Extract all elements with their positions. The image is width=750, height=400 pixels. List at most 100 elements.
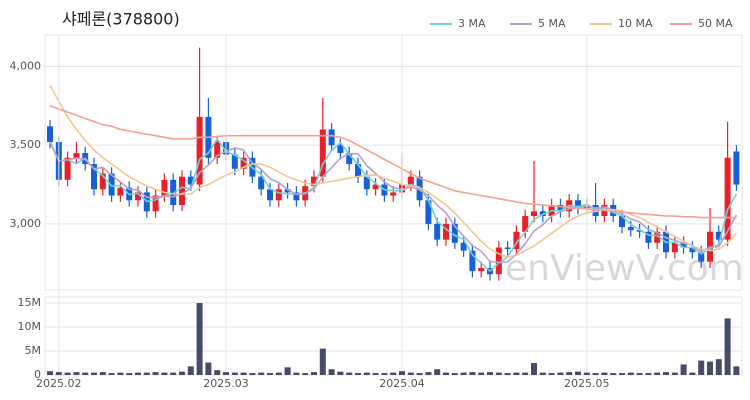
volume-bar [161,372,168,375]
candle-body [346,153,353,165]
volume-bar [126,373,133,375]
volume-bar [381,373,388,375]
volume-bar [231,372,238,375]
candle-body [214,142,221,158]
candle-body [627,227,634,231]
candle-body [478,267,485,272]
volume-bar [91,372,97,375]
candle-body [671,242,678,253]
volume-bar [654,372,661,375]
y-tick-label: 10M [18,320,42,333]
candle-body [469,250,476,272]
volume-bar [592,373,599,375]
volume-bar [495,372,502,375]
candle-body [311,176,317,187]
volume-bar [55,372,62,375]
candle-body [267,189,273,201]
volume-bar [337,371,344,375]
candle-body [363,176,370,190]
y-tick-label: 3,500 [10,138,42,151]
candle-body [698,252,705,262]
candle-body [73,153,80,158]
volume-bar [205,362,212,375]
volume-bar [443,372,449,375]
candle-body [64,157,71,180]
candle-body [108,173,115,196]
volume-bar [689,372,696,375]
candle-body [513,231,520,250]
volume-bar [152,372,159,375]
volume-bar [416,373,423,375]
volume-bar [82,372,89,375]
candle-body [434,223,441,240]
legend-label: 3 MA [458,17,486,30]
candle-body [187,176,194,185]
candle-body [443,223,449,240]
candle-body [531,211,537,217]
x-tick-label: 2025.05 [564,377,610,390]
candle-body [425,200,432,224]
legend-label: 50 MA [698,17,733,30]
candle-body [407,176,414,185]
candle-body [504,247,511,250]
chart-title: 샤페론(378800) [62,10,180,29]
volume-bar [557,372,564,375]
volume-bar [460,372,467,375]
candle-body [99,173,106,190]
volume-bar [487,372,493,375]
candle-body [47,126,53,143]
candle-body [372,184,379,190]
volume-bar [707,361,713,375]
candle-body [196,116,203,185]
volume-bar [407,372,414,375]
candle-body [337,145,344,154]
legend-label: 10 MA [618,17,653,30]
volume-bar [451,373,458,375]
volume-bar [522,372,529,375]
volume-bar [504,373,511,375]
volume-bar [319,348,326,375]
y-tick-label: 15M [18,296,42,309]
volume-bar [143,372,150,375]
volume-bar [311,372,317,375]
candle-body [170,179,177,205]
volume-bar [434,369,441,375]
candle-body [522,216,529,232]
candle-body [619,216,625,228]
candle-body [275,189,282,201]
volume-bar [258,372,265,375]
volume-bar [548,373,555,375]
candle-body [293,192,300,201]
volume-bar [196,303,203,375]
candle-body [152,195,159,212]
legend-label: 5 MA [538,17,566,30]
candle-body [654,231,661,243]
candle-body [240,157,247,169]
volume-bar [575,371,581,375]
volume-bar [680,364,687,375]
volume-bar [627,372,634,375]
candle-body [557,205,564,212]
price-panel [44,34,743,291]
volume-bar [619,373,625,375]
candle-body [733,151,740,185]
volume-bar [117,372,124,375]
candle-body [355,164,361,177]
candle-body [258,176,265,190]
volume-bar [363,372,370,375]
volume-bar [531,363,537,375]
volume-bar [610,373,617,375]
candle-body [91,164,97,190]
candle-body [284,189,291,193]
candle-body [179,176,185,205]
volume-bar [170,372,177,375]
y-tick-label: 4,000 [10,59,42,72]
volume-bar [566,372,573,375]
volume-bar [355,373,361,375]
candle-body [645,231,652,243]
candle-body [689,247,696,253]
volume-bar [214,370,221,375]
volume-panel [44,296,743,376]
volume-bar [372,373,379,375]
